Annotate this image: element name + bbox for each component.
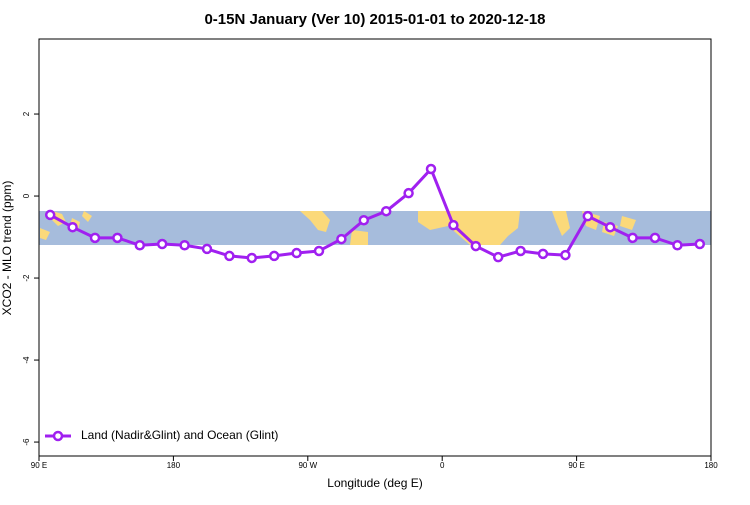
point	[89, 232, 101, 244]
point	[515, 245, 526, 257]
y-tick-label: -2	[22, 274, 31, 282]
point	[156, 238, 168, 250]
point	[380, 205, 392, 217]
x-tick-label: 90 W	[298, 461, 317, 470]
point	[268, 250, 280, 262]
y-axis-label: XCO2 - MLO trend (ppm)	[0, 181, 14, 316]
point	[224, 250, 235, 262]
point	[179, 239, 190, 251]
point	[291, 247, 302, 259]
point	[560, 249, 571, 261]
y-tick-label: 0	[22, 193, 31, 198]
point	[336, 233, 347, 245]
legend-marker	[52, 430, 64, 442]
chart-title: 0-15N January (Ver 10) 2015-01-01 to 202…	[204, 11, 545, 28]
point	[425, 163, 437, 175]
point	[649, 232, 661, 244]
y-tick-label: 2	[22, 111, 31, 116]
point	[672, 239, 683, 251]
x-tick-label: 0	[440, 461, 445, 470]
point	[448, 219, 459, 231]
point	[537, 248, 549, 260]
x-tick-label: 180	[167, 461, 181, 470]
point	[313, 245, 325, 257]
point	[582, 210, 594, 222]
point	[201, 243, 213, 255]
point	[470, 240, 482, 252]
point	[44, 209, 56, 221]
legend-label: Land (Nadir&Glint) and Ocean (Glint)	[81, 428, 278, 442]
point	[604, 221, 616, 233]
point	[694, 238, 706, 250]
point	[112, 232, 123, 244]
y-tick-label: -6	[22, 438, 31, 446]
x-tick-label: 90 E	[568, 461, 584, 470]
point	[67, 221, 78, 233]
point	[246, 252, 258, 264]
point	[134, 239, 146, 251]
y-tick-label: -4	[22, 356, 31, 364]
point	[403, 187, 414, 199]
x-axis-label: Longitude (deg E)	[327, 476, 422, 490]
x-tick-label: 90 E	[31, 461, 47, 470]
point	[627, 232, 638, 244]
x-tick-label: 180	[704, 461, 718, 470]
point	[492, 251, 504, 263]
plot-frame	[38, 38, 712, 457]
point	[358, 214, 370, 226]
